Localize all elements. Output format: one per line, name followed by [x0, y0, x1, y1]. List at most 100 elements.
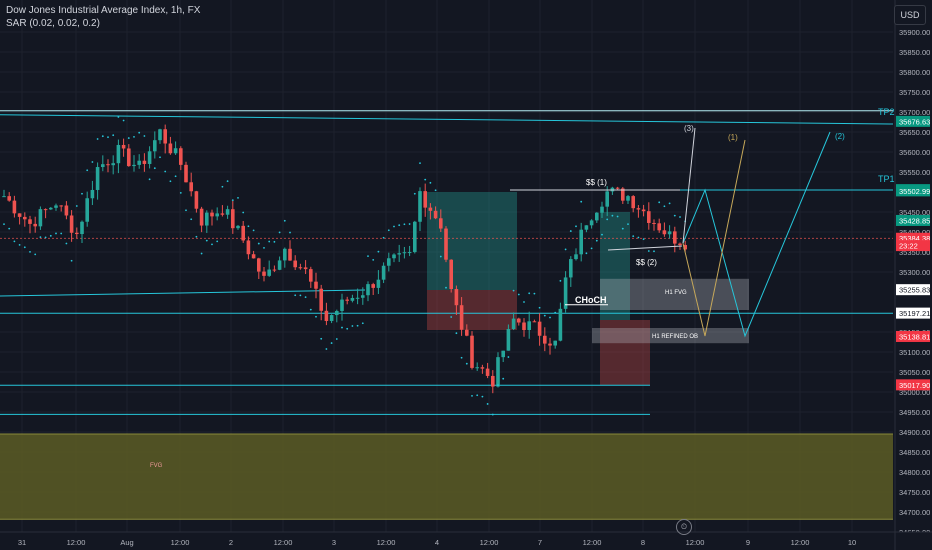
candle-body [381, 265, 386, 280]
candle-body [532, 321, 537, 323]
candle-body [459, 305, 464, 330]
sar-dot [49, 234, 52, 237]
candle-body [428, 207, 433, 211]
sar-dot [356, 324, 359, 327]
candle-body [366, 284, 370, 296]
time-tick: Aug [120, 538, 133, 547]
sar-dot [382, 236, 385, 239]
sar-dot [465, 362, 468, 365]
price-label-box [896, 115, 930, 127]
annotation-label: $$ (1) [586, 178, 607, 187]
candle-body [283, 248, 287, 261]
price-label-box [896, 330, 930, 342]
candle-body [158, 129, 162, 141]
price-tick: 34750.00 [899, 488, 930, 497]
candle-body [111, 163, 115, 166]
candle-body [59, 205, 63, 207]
candle-body [241, 225, 245, 241]
time-tick: 7 [538, 538, 542, 547]
candle-body [272, 269, 277, 271]
candle-body [376, 279, 381, 288]
clock-icon[interactable]: ⏲ [676, 519, 692, 535]
long-position-target [427, 192, 517, 290]
candle-body [324, 310, 329, 321]
symbol-title[interactable]: Dow Jones Industrial Average Index, 1h, … [6, 5, 201, 16]
annotation-label: H1 FVG [665, 290, 687, 296]
projection-path-2 [682, 131, 831, 338]
sar-dot [554, 311, 557, 314]
candle-body [329, 315, 334, 321]
price-tick: 35900.00 [899, 28, 930, 37]
price-label-text: 35138.81 [899, 332, 930, 341]
sar-dot [580, 200, 583, 203]
candle-body [147, 151, 152, 164]
sar-dot [315, 315, 317, 318]
candle-body [23, 216, 27, 220]
sar-dot [23, 246, 26, 249]
sar-dot [39, 236, 42, 239]
price-tick: 34950.00 [899, 408, 930, 417]
price-label-box [896, 379, 930, 391]
candle-body [397, 253, 401, 255]
sar-dot [148, 178, 151, 181]
sar-dot [70, 259, 73, 262]
candle-body [615, 187, 620, 189]
sar-dot [575, 225, 577, 228]
sar-dot [289, 231, 291, 234]
sar-dot [507, 356, 510, 358]
price-tick: 34700.00 [899, 508, 930, 517]
sar-dot [367, 255, 369, 258]
price-tick: 35750.00 [899, 88, 930, 97]
candle-body [621, 188, 625, 201]
candle-body [589, 220, 594, 226]
time-tick: 12:00 [171, 538, 190, 547]
candle-body [231, 209, 235, 229]
chart-header: Dow Jones Industrial Average Index, 1h, … [6, 4, 200, 30]
candle-body [407, 252, 412, 254]
time-tick: 31 [18, 538, 26, 547]
sar-dot [429, 181, 432, 184]
candle-body [522, 322, 526, 330]
sar-dot [632, 235, 635, 238]
candle-body [69, 215, 74, 233]
candle-body [137, 160, 141, 165]
candle-body [543, 335, 547, 344]
time-tick: 12:00 [480, 538, 499, 547]
candle-body [28, 219, 32, 224]
annotation-label: CHoCH [575, 295, 607, 305]
annotation-label: $$ (2) [636, 258, 657, 267]
candle-body [236, 225, 240, 229]
sar-dot [8, 227, 11, 230]
sar-dot [299, 294, 302, 297]
sar-dot [268, 240, 271, 243]
candle-body [553, 340, 557, 346]
sar-dot [595, 239, 598, 242]
price-label-text: 35502.99 [899, 187, 930, 196]
price-label-box [896, 284, 930, 296]
candle-body [319, 288, 323, 311]
sar-dot [668, 202, 671, 205]
price-label-text: 35676.63 [899, 117, 930, 126]
sar-dot [169, 180, 172, 183]
sar-dot [304, 296, 307, 299]
candle-body [631, 196, 635, 209]
time-tick: 12:00 [377, 538, 396, 547]
sar-dot [653, 250, 655, 253]
currency-button[interactable]: USD [894, 5, 926, 25]
candle-body [501, 350, 505, 358]
sar-dot [221, 185, 224, 188]
time-tick: 12:00 [67, 538, 86, 547]
candle-body [454, 289, 459, 306]
candle-body [303, 267, 308, 270]
candle-body [626, 196, 630, 201]
candle-body [179, 148, 183, 165]
candle-body [506, 329, 511, 351]
price-tick: 35700.00 [899, 108, 930, 117]
trend-line [0, 114, 894, 125]
h1-refined-ob-zone [592, 328, 749, 344]
sar-dot [564, 248, 567, 251]
sar-dot [185, 209, 187, 212]
sar-dot [533, 292, 536, 295]
indicator-legend[interactable]: SAR (0.02, 0.02, 0.2) [6, 18, 100, 29]
